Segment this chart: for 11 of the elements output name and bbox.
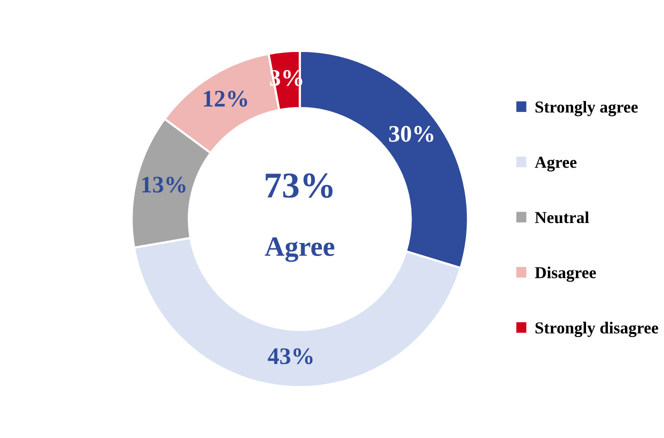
data-label: 43%	[268, 348, 313, 364]
data-label: 13%	[142, 176, 186, 193]
legend-label: Strongly agree	[536, 100, 638, 116]
legend-label: Neutral	[534, 211, 589, 224]
text: 73%	[266, 173, 333, 198]
text: Agree	[264, 237, 334, 262]
legend-label: Agree	[534, 156, 576, 172]
data-label: 30%	[389, 126, 434, 142]
data-label: 12%	[204, 90, 248, 107]
legend-label: Strongly disagree	[536, 322, 658, 338]
legend-label: Disagree	[534, 266, 596, 282]
